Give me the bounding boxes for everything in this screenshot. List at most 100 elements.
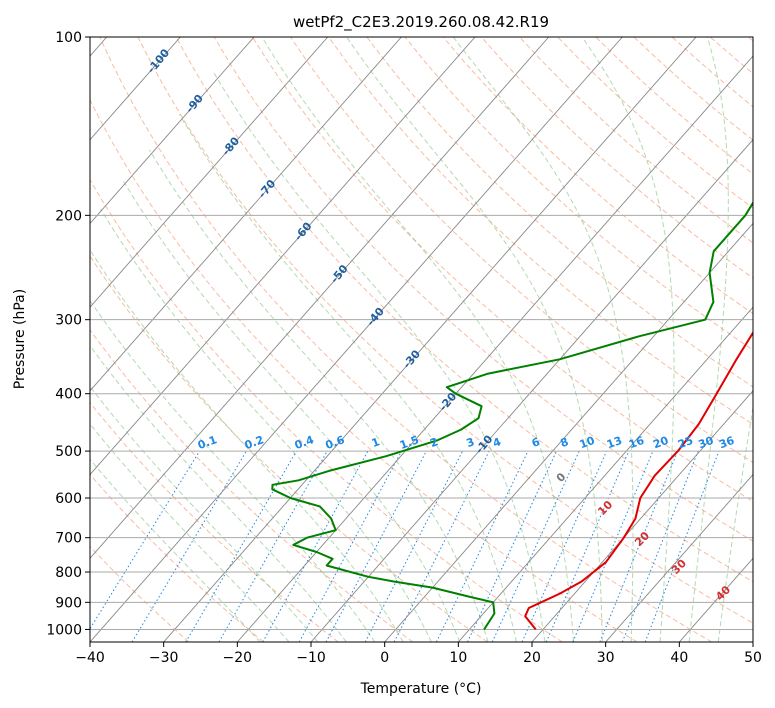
mixing-ratio-line [90,450,200,630]
isotherm [678,557,753,642]
chart-grid [90,37,753,642]
mixing-ratio-label: 30 [697,434,716,452]
y-tick-label: 300 [55,313,82,329]
x-tick-label: −10 [296,650,326,666]
moist-adiabat [90,344,347,642]
moist-adiabat [90,385,319,642]
mixing-ratio-label: 1.5 [398,433,421,452]
mixing-ratio-line [218,450,328,642]
isotherm [457,306,753,642]
mixing-ratio-line [393,450,490,642]
moist-adiabat [452,37,634,642]
mixing-ratio-line [572,450,654,642]
dry-adiabat [90,545,190,642]
dry-adiabat [175,37,753,583]
y-tick-label: 500 [55,444,82,460]
mixing-ratio-label: 4 [491,435,503,450]
x-tick-label: −20 [223,650,253,666]
dry-adiabat [290,37,753,464]
mixing-ratio-label: 1 [370,435,382,450]
dry-adiabat [328,37,753,425]
dry-adiabat [709,37,753,75]
isotherm [90,37,550,559]
y-tick-label: 100 [55,30,82,46]
dry-adiabat [90,255,488,642]
dry-adiabat [137,37,753,624]
mixing-ratio-line [491,450,580,642]
moist-adiabat [178,113,517,642]
mixing-ratio-label: 3 [465,435,477,450]
isotherm [90,37,402,392]
y-tick-label: 400 [55,387,82,403]
isotherm [90,37,255,225]
dry-adiabat [99,37,712,642]
moist-adiabat [90,423,290,642]
isotherm [605,473,753,642]
dry-adiabat [633,37,753,141]
mixing-ratio-line [545,450,630,642]
x-tick-label: 40 [670,650,688,666]
mixing-ratio-line [325,450,427,642]
isotherm [384,222,753,642]
chart-background-labels: -100-90-80-70-60-50-40-30-20-100.1 0.2 0.4… [145,46,737,603]
moist-adiabat [90,458,261,642]
mixing-ratio-line [185,450,297,642]
moist-adiabat-label: 10 [595,498,615,518]
x-tick-label: 10 [449,650,467,666]
moist-adiabat [346,37,603,642]
mixing-ratio-label: 2 [428,435,440,450]
dry-adiabat [90,329,414,642]
y-tick-label: 600 [55,491,82,507]
moist-adiabat-label: 20 [632,529,652,549]
x-tick-label: −40 [75,650,105,666]
moist-adiabat [261,37,575,642]
dry-adiabat [90,401,339,642]
plot-frame [89,36,754,643]
isotherm [90,37,476,476]
mixing-ratio-line [435,450,529,642]
y-tick-label: 900 [55,595,82,611]
mixing-ratio-label: 25 [676,434,695,451]
y-tick-label: 200 [55,208,82,224]
mixing-ratio-line [621,450,699,642]
mixing-ratio-label: 20 [651,434,670,452]
mixing-ratio-line [131,450,247,642]
mixing-ratio-label: 16 [627,434,646,452]
dry-adiabat [748,37,753,42]
mixing-ratio-label: 13 [605,434,624,451]
y-tick-label: 800 [55,565,82,581]
profile-line-0 [524,330,753,631]
moist-adiabat [90,299,376,642]
x-axis-ticks: −40 −30 −20 −10 0 10 20 30 40 50 [75,642,762,666]
moist-adiabat [581,37,675,642]
mixing-ratio-label: 36 [717,434,736,452]
isotherm [90,37,181,141]
dry-adiabat [251,37,753,503]
moist-adiabat [213,72,546,642]
y-axis-label: Pressure (hPa) [12,289,28,389]
mixing-ratio-label: 6 [530,435,542,450]
mixing-ratio-line [467,450,557,642]
moist-adiabat [688,37,729,642]
mixing-ratio-label: 8 [559,435,571,450]
y-tick-label: 700 [55,531,82,547]
mixing-ratio-label: 0.1 [196,433,219,452]
x-tick-label: 30 [597,650,615,666]
mixing-ratio-line [262,450,369,642]
dry-adiabat [213,37,753,542]
dry-adiabat [90,178,563,642]
moist-adiabat [100,208,432,642]
dry-adiabat [90,98,638,642]
mixing-ratio-line [298,450,402,642]
mixing-ratio-label: 10 [578,434,597,452]
dry-adiabat [90,473,264,642]
dry-adiabat [366,37,753,388]
isotherm [163,37,697,642]
y-tick-label: 1000 [46,622,82,638]
moist-adiabat [90,248,404,642]
mixing-ratio-label: 0.4 [293,433,316,452]
isotherm [90,37,623,642]
isotherm [236,55,753,642]
y-axis-ticks: 100 200 300 400 500 600 700 800 900 1000 [46,30,90,638]
